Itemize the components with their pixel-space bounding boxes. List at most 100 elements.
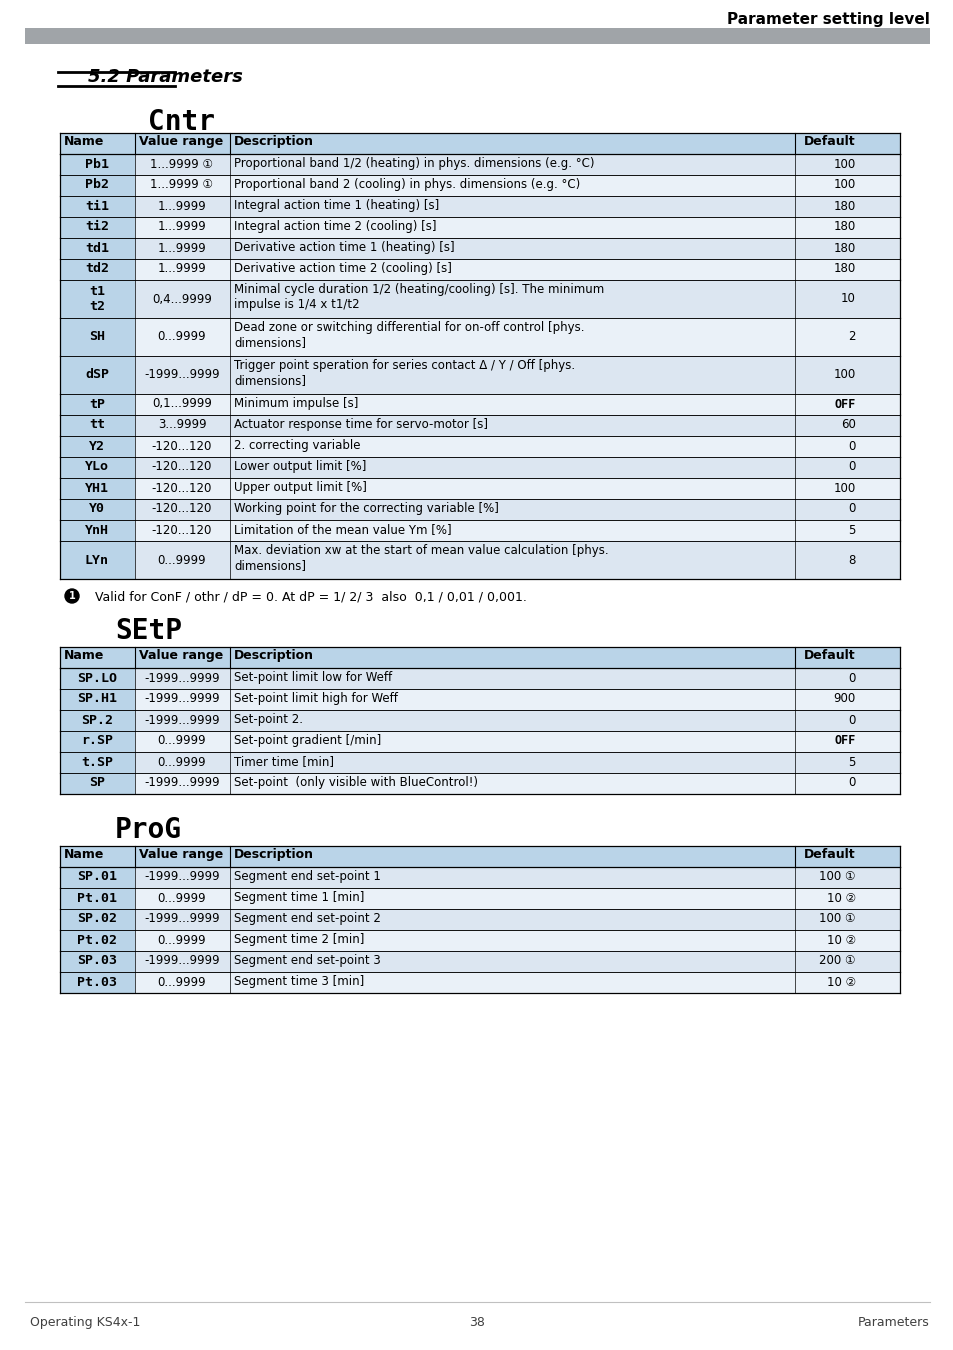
Text: Minimal cycle duration 1/2 (heating/cooling) [s]. The minimum
impulse is 1/4 x t: Minimal cycle duration 1/2 (heating/cool… [233,284,603,310]
Bar [60,867,135,888]
Bar [60,319,135,356]
Text: 0...9999: 0...9999 [157,756,206,768]
Bar [60,259,899,279]
Text: Value range: Value range [139,135,223,148]
Bar [60,217,899,238]
Text: OFF: OFF [834,397,855,410]
Text: Set-point gradient [/min]: Set-point gradient [/min] [233,734,381,747]
Text: 0...9999: 0...9999 [157,554,206,567]
Text: 3...9999: 3...9999 [157,418,206,432]
Text: Dead zone or switching differential for on-off control [phys.
dimensions]: Dead zone or switching differential for … [233,321,584,350]
Text: Default: Default [803,848,855,861]
Text: SP.2: SP.2 [81,714,112,726]
Text: ti1: ti1 [85,200,109,212]
Text: 1...9999 ①: 1...9999 ① [151,158,213,170]
Text: Timer time [min]: Timer time [min] [233,755,334,768]
Text: Lower output limit [%]: Lower output limit [%] [233,460,366,472]
Text: Set-point  (only visible with BlueControl!): Set-point (only visible with BlueControl… [233,776,477,788]
Text: 100: 100 [833,482,855,494]
Text: Actuator response time for servo-motor [s]: Actuator response time for servo-motor [… [233,418,488,431]
Text: Proportional band 2 (cooling) in phys. dimensions (e.g. °C): Proportional band 2 (cooling) in phys. d… [233,178,579,190]
Text: Set-point 2.: Set-point 2. [233,713,303,726]
Text: Name: Name [64,649,104,662]
Text: -1999...9999: -1999...9999 [144,954,219,968]
Bar [60,356,899,394]
Text: YnH: YnH [85,524,109,536]
Text: -120...120: -120...120 [152,502,212,516]
Bar [60,752,899,774]
Bar [60,909,899,930]
Bar [60,752,135,774]
Text: -1999...9999: -1999...9999 [144,693,219,706]
Text: Y0: Y0 [89,502,105,516]
Bar [60,888,135,909]
Text: Derivative action time 1 (heating) [s]: Derivative action time 1 (heating) [s] [233,242,455,254]
Text: Pb1: Pb1 [85,158,109,170]
Text: Pt.03: Pt.03 [77,976,117,988]
Text: Description: Description [233,848,314,861]
Text: Value range: Value range [139,848,223,861]
Text: 0...9999: 0...9999 [157,976,206,988]
Text: ProG: ProG [115,815,182,844]
Text: Name: Name [64,135,104,148]
Text: 1...9999: 1...9999 [157,262,206,275]
Text: Valid for ConF / othr / dP = 0. At dP = 1/ 2/ 3  also  0,1 / 0,01 / 0,001.: Valid for ConF / othr / dP = 0. At dP = … [83,590,526,603]
Bar [60,647,899,668]
Text: ti2: ti2 [85,220,109,234]
Text: 8: 8 [848,554,855,567]
Text: 0...9999: 0...9999 [157,891,206,904]
Text: -120...120: -120...120 [152,460,212,474]
Text: Proportional band 1/2 (heating) in phys. dimensions (e.g. °C): Proportional band 1/2 (heating) in phys.… [233,157,594,170]
Bar [60,436,899,458]
Bar [60,730,899,752]
Bar [25,28,929,45]
Text: tP: tP [89,397,105,410]
Text: 100 ①: 100 ① [819,913,855,926]
Text: SP.02: SP.02 [77,913,117,926]
Bar [60,710,899,730]
Text: t1
t2: t1 t2 [89,285,105,313]
Text: 0: 0 [848,714,855,726]
Text: Segment end set-point 2: Segment end set-point 2 [233,913,380,925]
Text: -1999...9999: -1999...9999 [144,776,219,790]
Bar [60,394,899,414]
Text: 0,1...9999: 0,1...9999 [152,397,212,410]
Text: Working point for the correcting variable [%]: Working point for the correcting variabl… [233,502,498,514]
Text: 1...9999: 1...9999 [157,200,206,212]
Text: 1...9999: 1...9999 [157,220,206,234]
Text: Segment end set-point 3: Segment end set-point 3 [233,954,380,967]
Bar [60,176,135,196]
Bar [60,520,899,541]
Text: SP: SP [89,776,105,790]
Text: -1999...9999: -1999...9999 [144,871,219,883]
Text: SP.01: SP.01 [77,871,117,883]
Text: 200 ①: 200 ① [819,954,855,968]
Text: Segment end set-point 1: Segment end set-point 1 [233,869,380,883]
Text: 2. correcting variable: 2. correcting variable [233,439,360,452]
Text: 60: 60 [841,418,855,432]
Bar [60,279,135,319]
Bar [60,541,135,579]
Bar [60,217,135,238]
Bar [60,196,899,217]
Text: Segment time 3 [min]: Segment time 3 [min] [233,975,364,988]
Text: 5: 5 [848,524,855,536]
Text: -1999...9999: -1999...9999 [144,369,219,382]
Text: Description: Description [233,135,314,148]
Text: OFF: OFF [834,734,855,748]
Text: Derivative action time 2 (cooling) [s]: Derivative action time 2 (cooling) [s] [233,262,452,275]
Text: Parameter setting level: Parameter setting level [726,12,929,27]
Bar [60,500,135,520]
Bar [60,972,135,994]
Text: Segment time 1 [min]: Segment time 1 [min] [233,891,364,904]
Text: 1...9999 ①: 1...9999 ① [151,178,213,192]
Text: 180: 180 [833,242,855,255]
Text: Upper output limit [%]: Upper output limit [%] [233,481,367,494]
Text: 100: 100 [833,369,855,382]
Bar [60,414,135,436]
Bar [60,478,899,500]
Text: 2: 2 [847,331,855,343]
Text: 0: 0 [848,460,855,474]
Text: Set-point limit low for Weff: Set-point limit low for Weff [233,671,392,684]
Text: Minimum impulse [s]: Minimum impulse [s] [233,397,358,410]
